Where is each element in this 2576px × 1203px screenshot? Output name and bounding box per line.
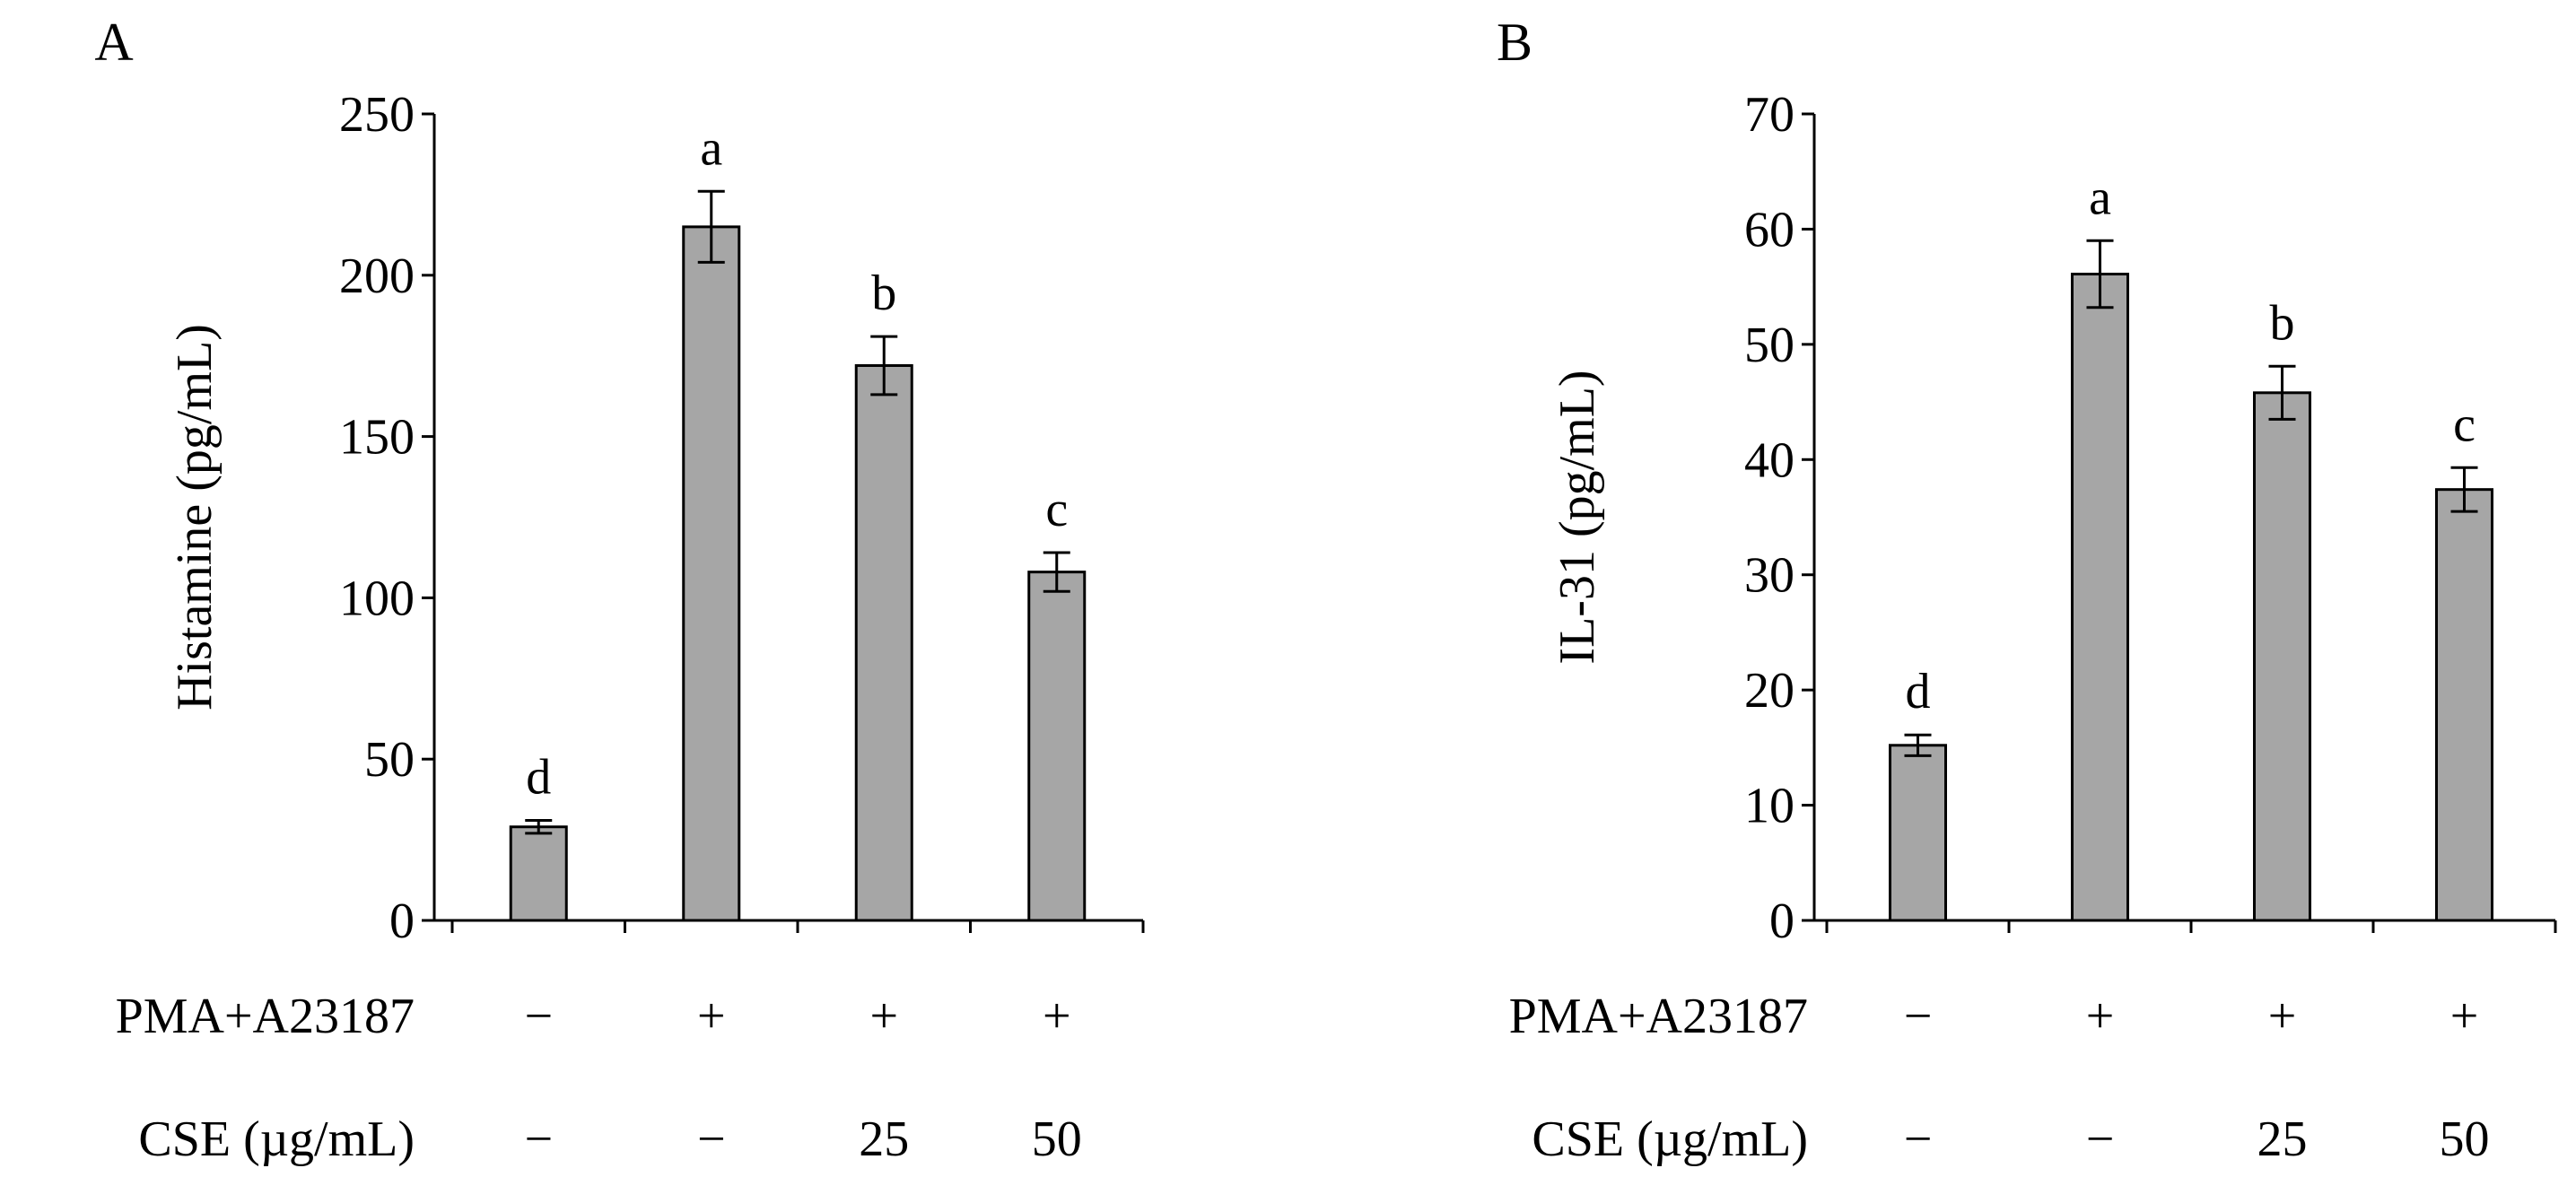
bar xyxy=(854,363,913,922)
panel-label: A xyxy=(94,13,133,72)
treatment-row-label: PMA+A23187 xyxy=(1509,989,1808,1044)
treatment-value: 50 xyxy=(2440,1111,2490,1167)
treatment-value: + xyxy=(1043,989,1071,1044)
panel-a: A Histamine (pg/mL) 0 50 100 150 200 250 d a b c PMA… xyxy=(94,13,1145,1167)
treatment-value: − xyxy=(524,1111,553,1167)
error-bar xyxy=(2086,239,2114,309)
significance-letter: c xyxy=(2453,397,2476,452)
significance-letter: b xyxy=(2270,295,2295,351)
treatment-value: − xyxy=(524,989,553,1044)
y-tick-label: 50 xyxy=(1744,318,1794,373)
y-tick-label: 150 xyxy=(339,410,415,466)
treatment-row-label: CSE (µg/mL) xyxy=(138,1111,415,1167)
bar xyxy=(509,825,568,922)
y-axis-title: Histamine (pg/mL) xyxy=(167,324,223,710)
bar xyxy=(2071,273,2129,922)
significance-letter: a xyxy=(2089,170,2111,225)
treatment-value: + xyxy=(869,989,898,1044)
treatment-value: − xyxy=(1904,989,1933,1044)
bar xyxy=(1027,571,1087,922)
y-tick-label: 50 xyxy=(364,732,415,788)
y-tick-label: 40 xyxy=(1744,432,1794,488)
treatment-value: − xyxy=(697,1111,726,1167)
treatment-value: + xyxy=(697,989,726,1044)
treatment-value: 25 xyxy=(2257,1111,2308,1167)
treatment-row-label: CSE (µg/mL) xyxy=(1532,1111,1808,1167)
y-axis-title: IL-31 (pg/mL) xyxy=(1550,370,1605,664)
significance-letter: a xyxy=(700,120,722,176)
error-bar xyxy=(870,335,898,397)
y-tick-label: 60 xyxy=(1744,202,1794,257)
y-tick-label: 100 xyxy=(339,571,415,626)
y-tick-label: 70 xyxy=(1744,87,1794,143)
significance-letter: d xyxy=(1906,664,1931,719)
y-tick-label: 200 xyxy=(339,248,415,304)
error-bar xyxy=(1904,733,1932,757)
significance-letter: b xyxy=(871,266,896,321)
panel-label: B xyxy=(1497,13,1533,72)
error-bar xyxy=(2450,466,2478,513)
y-tick-label: 10 xyxy=(1744,779,1794,834)
y-tick-label: 0 xyxy=(389,894,415,949)
treatment-value: 25 xyxy=(859,1111,909,1167)
bar xyxy=(1889,744,1947,922)
significance-letter: c xyxy=(1045,482,1068,537)
treatment-value: 50 xyxy=(1032,1111,1082,1167)
panel-b: B IL-31 (pg/mL) 0 10 20 30 40 50 60 70 d a b c PMA+A23… xyxy=(1497,13,2557,1167)
error-bar xyxy=(1043,551,1070,593)
treatment-value: + xyxy=(2268,989,2297,1044)
bar xyxy=(2253,391,2311,922)
treatment-row-label: PMA+A23187 xyxy=(116,989,415,1044)
significance-letter: d xyxy=(526,750,551,806)
y-tick-label: 0 xyxy=(1769,894,1794,949)
error-bar xyxy=(2268,364,2296,421)
y-tick-label: 250 xyxy=(339,87,415,143)
error-bar xyxy=(525,819,553,835)
y-tick-label: 30 xyxy=(1744,548,1794,604)
bar xyxy=(2435,488,2493,922)
treatment-value: − xyxy=(1904,1111,1933,1167)
bar xyxy=(682,225,741,922)
treatment-value: + xyxy=(2450,989,2479,1044)
treatment-value: + xyxy=(2086,989,2115,1044)
y-tick-label: 20 xyxy=(1744,663,1794,719)
error-bar xyxy=(697,189,725,264)
treatment-value: − xyxy=(2086,1111,2115,1167)
